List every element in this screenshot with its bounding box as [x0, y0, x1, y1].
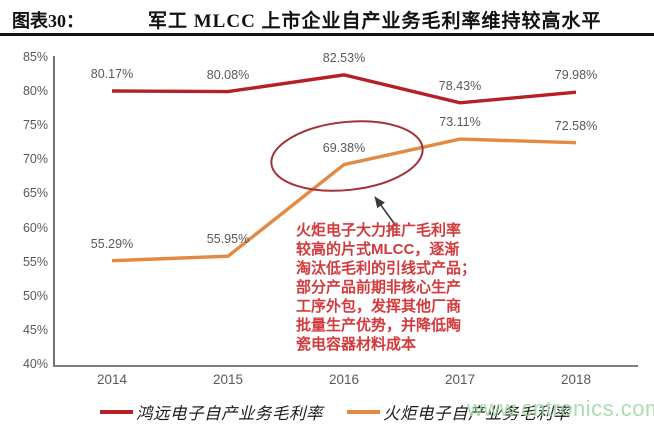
- y-tick-label: 55%: [22, 254, 48, 269]
- x-tick-label: 2015: [212, 372, 244, 387]
- legend-item: 火炬电子自产业务毛利率: [347, 402, 570, 423]
- data-point-label: 72.58%: [554, 118, 598, 133]
- figure-header: 图表30： 军工 MLCC 上市企业自产业务毛利率维持较高水平: [0, 0, 654, 33]
- y-tick-label: 80%: [22, 84, 48, 99]
- x-tick-label: 2018: [560, 372, 592, 387]
- annotation-line: 较高的片式MLCC，逐渐: [296, 241, 460, 258]
- annotation-line: 火炬电子大力推广毛利率: [296, 222, 462, 239]
- legend-label: 火炬电子自产业务毛利率: [383, 404, 570, 423]
- y-tick-label: 85%: [22, 50, 48, 64]
- figure-number-label: 图表30：: [12, 11, 84, 31]
- highlight-ellipse: [270, 120, 424, 192]
- watermark: www.cntronics.com: [467, 396, 654, 421]
- data-point-label: 78.43%: [438, 78, 482, 93]
- legend-dash: [347, 410, 380, 414]
- y-tick-label: 40%: [22, 357, 48, 371]
- y-tick-label: 60%: [22, 220, 48, 235]
- y-tick-label: 70%: [22, 152, 48, 167]
- annotation-line: 批量生产优势，并降低陶: [296, 317, 462, 334]
- annotation-line: 工序外包，发挥其他厂商: [296, 298, 462, 315]
- annotation-line: 部分产品前期非核心生产: [296, 279, 462, 296]
- annotation-line: 瓷电容器材料成本: [296, 336, 417, 353]
- y-tick-label: 45%: [22, 322, 48, 337]
- data-point-label: 73.11%: [439, 115, 481, 130]
- data-point-label: 80.17%: [90, 66, 134, 81]
- data-point-label: 79.98%: [554, 68, 598, 83]
- title-divider: [0, 33, 654, 36]
- y-tick-label: 75%: [22, 118, 48, 133]
- figure-title: 军工 MLCC 上市企业自产业务毛利率维持较高水平: [148, 11, 602, 32]
- data-point-label: 80.08%: [206, 67, 250, 82]
- data-point-label: 55.29%: [90, 236, 134, 251]
- y-tick-label: 65%: [22, 186, 48, 201]
- series-line-0: [111, 73, 577, 105]
- annotation-text: 火炬电子大力推广毛利率 较高的片式MLCC，逐渐 淘汰低毛利的引线式产品； 部分产品前…: [296, 221, 501, 354]
- y-axis-line: [53, 56, 55, 367]
- data-point-label: 69.38%: [322, 140, 366, 155]
- annotation-line: 淘汰低毛利的引线式产品；: [296, 260, 477, 277]
- data-point-label: 82.53%: [322, 50, 366, 65]
- data-point-label: 55.95%: [206, 232, 250, 247]
- x-tick-label: 2017: [444, 372, 476, 387]
- x-tick-label: 2014: [96, 372, 128, 387]
- y-tick-label: 50%: [22, 288, 48, 303]
- x-axis-line: [53, 365, 638, 367]
- legend-dash: [100, 410, 133, 414]
- legend-item: 鸿远电子自产业务毛利率: [100, 402, 323, 423]
- legend-label: 鸿远电子自产业务毛利率: [136, 404, 323, 423]
- x-tick-label: 2016: [328, 372, 360, 387]
